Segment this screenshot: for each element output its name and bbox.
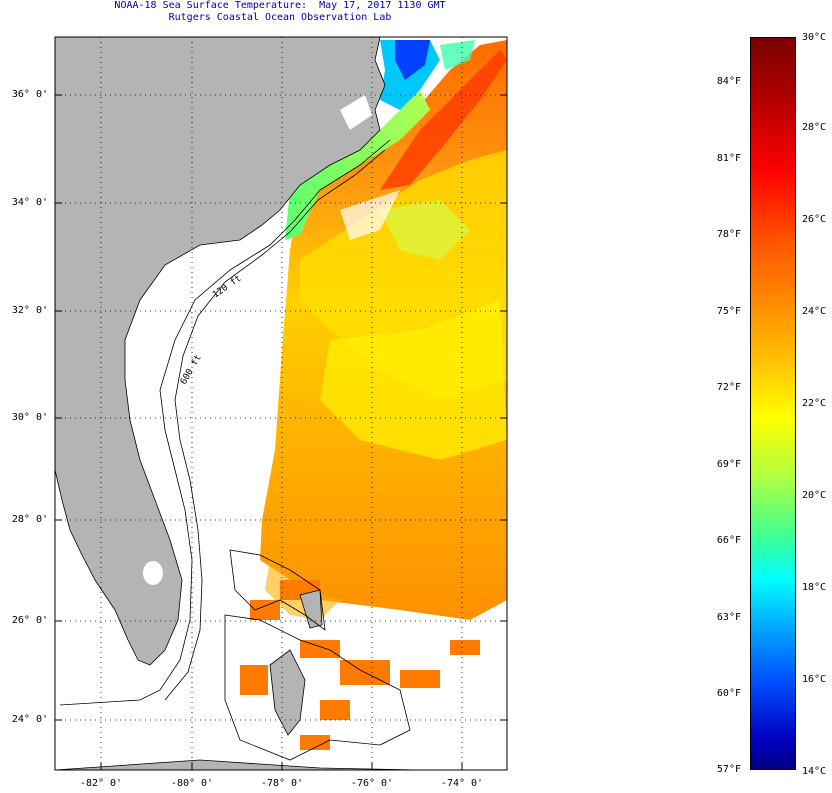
lon-label-76: -76° 0'	[350, 778, 394, 789]
lake-okeechobee	[143, 561, 163, 585]
bathymetry-contours	[59, 139, 411, 761]
colorbar-f-label: 57°F	[716, 764, 741, 775]
map-title: NOAA-18 Sea Surface Temperature: May 17,…	[114, 0, 446, 11]
temperature-colorbar	[750, 37, 796, 770]
colorbar-c-label: 22°C	[802, 398, 827, 409]
islands	[54, 589, 421, 771]
land	[54, 36, 386, 666]
colorbar-c-label: 24°C	[802, 306, 827, 317]
lat-label-34: 34° 0'	[11, 197, 48, 208]
colorbar-f-label: 69°F	[716, 459, 741, 470]
colorbar-c-label: 20°C	[802, 490, 827, 501]
colorbar-f-label: 60°F	[716, 688, 741, 699]
map-subtitle: Rutgers Coastal Ocean Observation Lab	[168, 12, 392, 23]
colorbar-f-label: 81°F	[716, 153, 741, 164]
colorbar-f-label: 84°F	[716, 76, 741, 87]
lat-label-28: 28° 0'	[11, 514, 48, 525]
lat-label-24: 24° 0'	[11, 714, 48, 725]
lat-label-30: 30° 0'	[11, 412, 48, 423]
lat-label-32: 32° 0'	[11, 305, 48, 316]
colorbar-c-label: 16°C	[802, 674, 827, 685]
lon-label-78: -78° 0'	[260, 778, 304, 789]
colorbar-f-label: 72°F	[716, 382, 741, 393]
colorbar-c-label: 30°C	[802, 32, 827, 43]
frame-ticks	[55, 94, 507, 770]
colorbar-c-label: 26°C	[802, 214, 827, 225]
lon-label-80: -80° 0'	[170, 778, 214, 789]
colorbar-f-label: 78°F	[716, 229, 741, 240]
sst-patches	[240, 580, 480, 750]
graticule	[55, 37, 507, 770]
colorbar-f-label: 75°F	[716, 306, 741, 317]
lat-label-26: 26° 0'	[11, 615, 48, 626]
lat-label-36: 36° 0'	[11, 89, 48, 100]
colorbar-f-label: 63°F	[716, 612, 741, 623]
colorbar-f-label: 66°F	[716, 535, 741, 546]
colorbar-c-label: 14°C	[802, 766, 827, 777]
colorbar-c-label: 18°C	[802, 582, 827, 593]
coastal-sound	[340, 95, 372, 130]
lon-label-74: -74° 0'	[440, 778, 484, 789]
lon-label-82: -82° 0'	[79, 778, 123, 789]
colorbar-c-label: 28°C	[802, 122, 827, 133]
